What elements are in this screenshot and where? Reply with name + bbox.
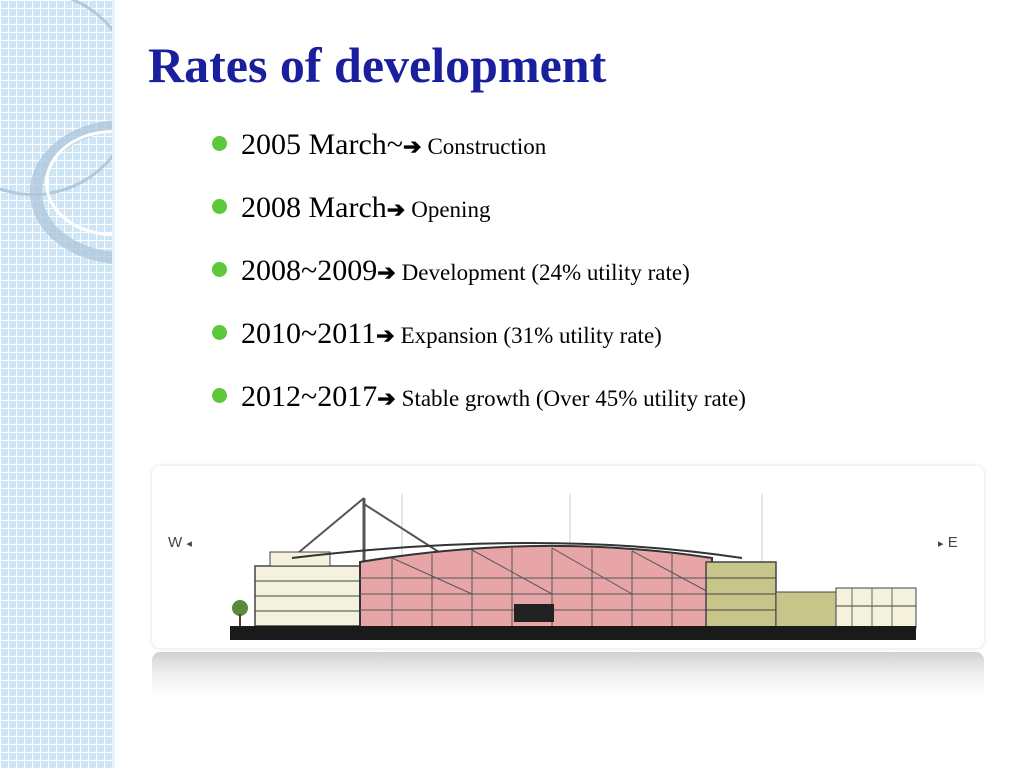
bullet-year: 2010~2011: [241, 317, 377, 350]
bullet-item: 2008~2009 ➔ Development (24% utility rat…: [212, 254, 746, 317]
image-reflection: [152, 652, 984, 698]
bullet-list: 2005 March~ ➔ Construction 2008 March ➔ …: [212, 128, 746, 443]
right-arrow-icon: ➔: [386, 197, 406, 222]
east-label: ▸ E: [938, 534, 958, 551]
bullet-item: 2005 March~ ➔ Construction: [212, 128, 746, 191]
bullet-year: 2005 March~: [241, 128, 404, 161]
bullet-year: 2008~2009: [241, 254, 378, 287]
bullet-description: Development (24% utility rate): [401, 260, 690, 285]
right-arrow-icon: ➔: [377, 260, 396, 285]
bullet-dot-icon: [212, 136, 227, 151]
bullet-dot-icon: [212, 262, 227, 277]
building-section-drawing: [230, 494, 917, 640]
bullet-dot-icon: [212, 199, 227, 214]
bullet-year: 2008 March: [241, 191, 387, 224]
bullet-description: Stable growth (Over 45% utility rate): [401, 386, 746, 411]
bullet-description: Expansion (31% utility rate): [400, 323, 662, 348]
bullet-item: 2012~2017 ➔ Stable growth (Over 45% util…: [212, 380, 746, 443]
bullet-item: 2008 March ➔ Opening: [212, 191, 746, 254]
decorative-side-strip: [0, 0, 113, 768]
right-arrow-icon: ➔: [376, 323, 395, 348]
slide-title: Rates of development: [148, 37, 607, 93]
bullet-dot-icon: [212, 388, 227, 403]
bullet-description: Opening: [411, 197, 491, 222]
bullet-description: Construction: [427, 134, 547, 159]
right-arrow-icon: ➔: [377, 386, 396, 411]
bullet-dot-icon: [212, 325, 227, 340]
west-label: W ◂: [168, 534, 192, 551]
building-section-image: W ◂ ▸ E: [152, 466, 984, 648]
right-arrow-icon: ➔: [403, 134, 422, 159]
bullet-item: 2010~2011 ➔ Expansion (31% utility rate): [212, 317, 746, 380]
bullet-year: 2012~2017: [241, 380, 378, 413]
side-strip-edge: [112, 0, 115, 768]
